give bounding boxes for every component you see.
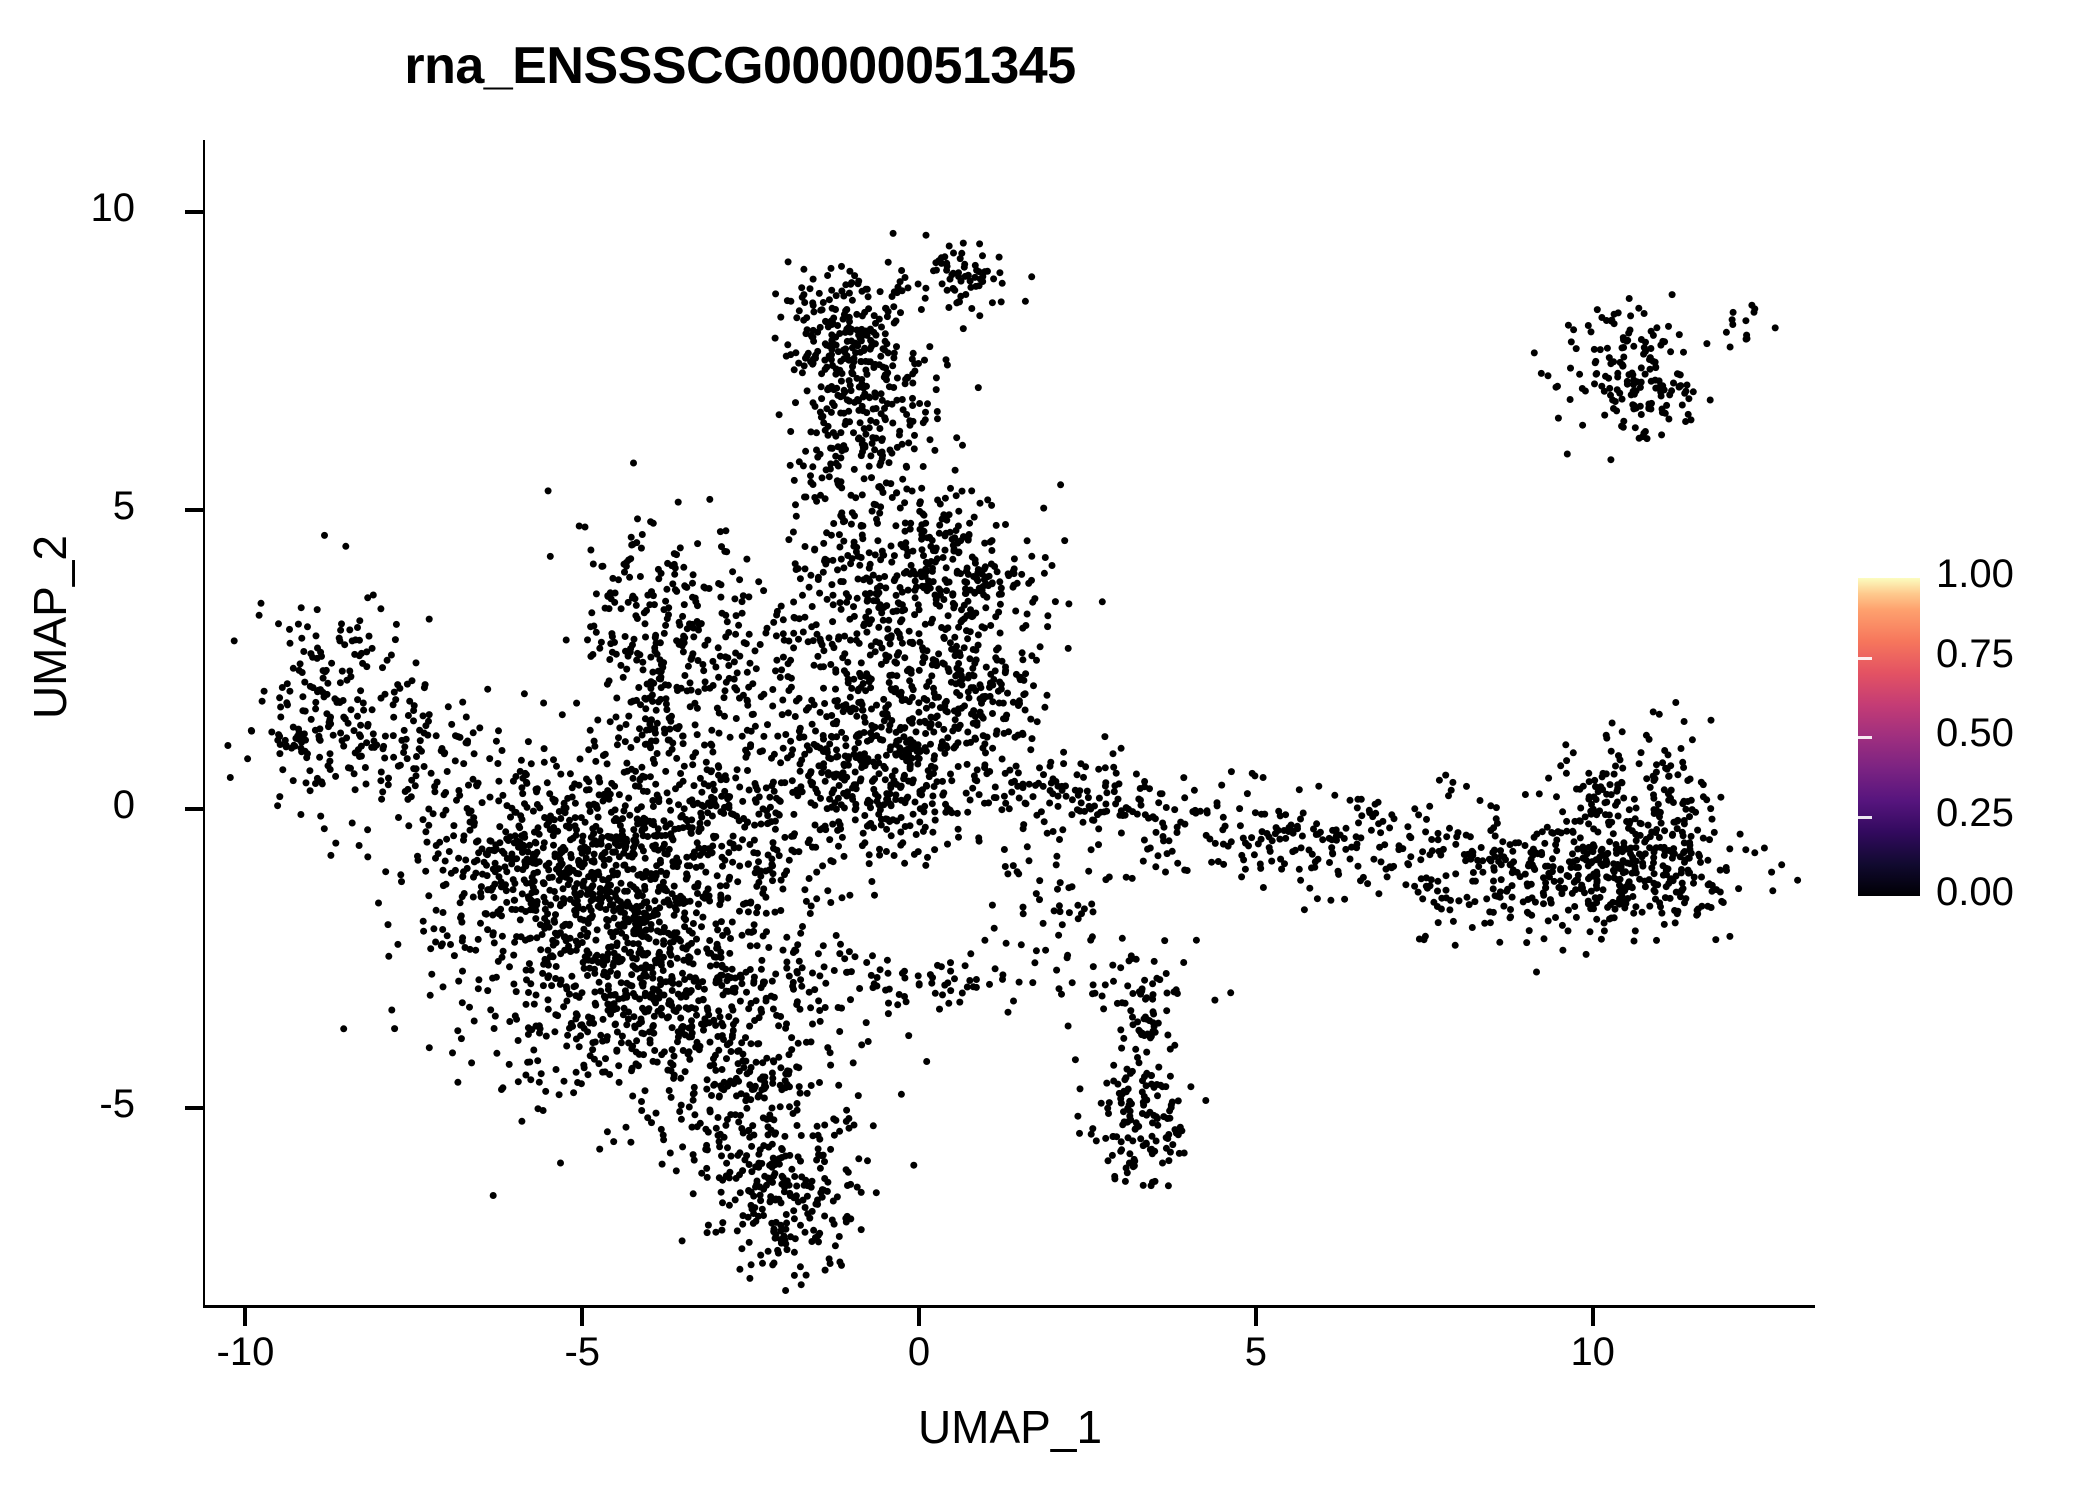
x-tick-label: 10 <box>1570 1330 1615 1374</box>
colorbar-tick-mark <box>1858 736 1872 739</box>
y-tick-mark <box>185 508 203 513</box>
scatter-points-layer <box>224 229 1802 1294</box>
y-tick-mark <box>185 807 203 812</box>
colorbar-tick-mark <box>1858 815 1872 819</box>
colorbar-tick-label: 0.25 <box>1936 790 2014 835</box>
x-tick-mark <box>243 1308 248 1326</box>
colorbar-legend[interactable]: 1.00 0.75 0.50 0.25 0.00 <box>1858 552 2098 914</box>
y-tick-mark <box>185 209 203 214</box>
colorbar-tick-mark <box>1858 656 1872 660</box>
x-tick-label: -5 <box>564 1330 601 1374</box>
x-tick-mark <box>917 1308 922 1326</box>
x-tick-mark <box>1253 1308 1258 1326</box>
colorbar-tick-label: 1.00 <box>1936 552 2014 596</box>
x-axis-line <box>203 1303 1815 1308</box>
y-tick-label: 0 <box>112 783 135 828</box>
colorbar-tick-label: 0.00 <box>1936 870 2014 914</box>
colorbar-tick-mark <box>2084 736 2098 739</box>
y-tick-label: 5 <box>112 484 135 529</box>
x-tick-mark <box>580 1308 585 1326</box>
y-axis-title: UMAP_2 <box>24 534 76 720</box>
x-tick-mark <box>1590 1308 1595 1326</box>
x-tick-label: 0 <box>907 1330 931 1374</box>
y-tick-label: -5 <box>99 1081 135 1126</box>
page-title: rna_ENSSSCG00000051345 <box>404 37 1076 95</box>
y-tick-label: 10 <box>90 185 136 230</box>
colorbar-tick-label: 0.50 <box>1936 711 2014 755</box>
y-tick-mark <box>185 1105 203 1110</box>
plot-panel <box>205 140 1815 1305</box>
x-axis-title: UMAP_1 <box>917 1401 1103 1453</box>
x-tick-label: -10 <box>216 1330 275 1374</box>
colorbar-tick-mark <box>2084 656 2098 660</box>
x-tick-label: 5 <box>1244 1330 1267 1374</box>
colorbar-tick-mark <box>2084 815 2098 819</box>
colorbar-tick-label: 0.75 <box>1936 631 2014 676</box>
